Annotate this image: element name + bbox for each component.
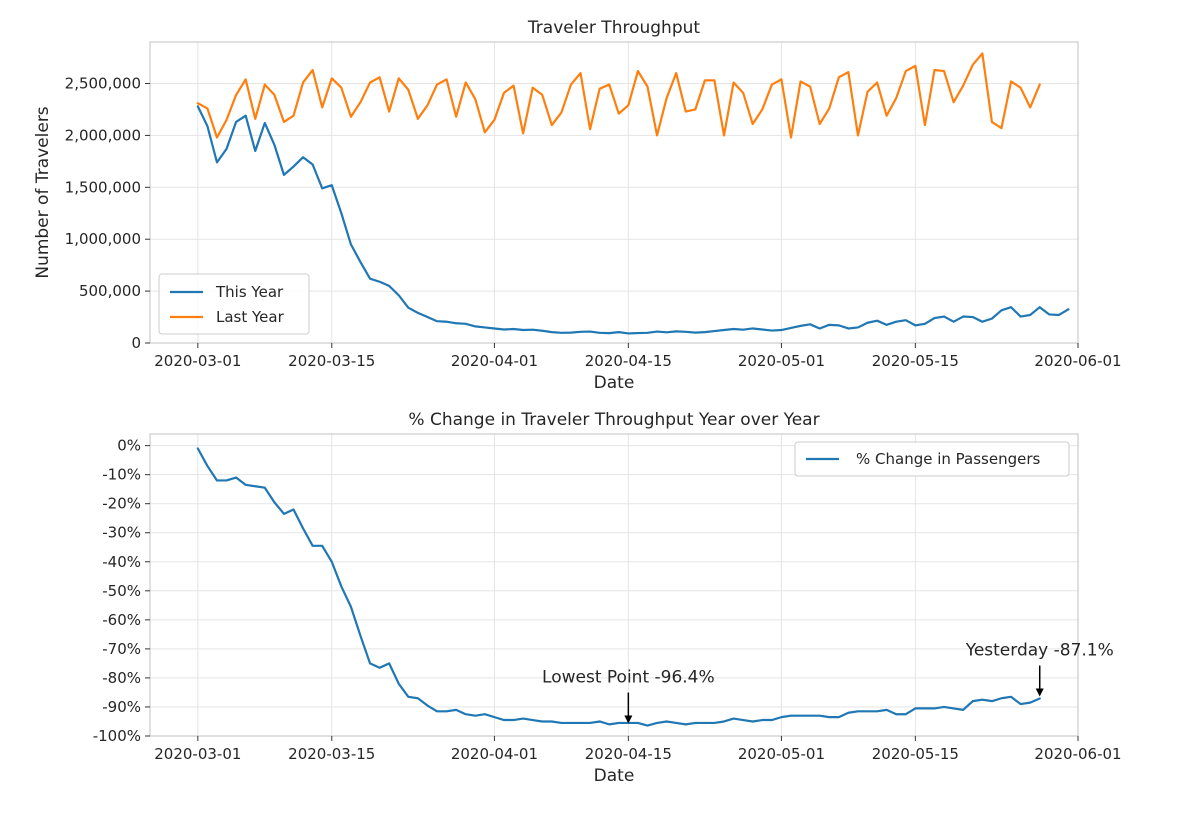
x-tick-label: 2020-04-15: [585, 745, 672, 763]
top-plot-frame: [149, 41, 1079, 344]
series-line-this-year: [196, 105, 1070, 335]
x-tick-label: 2020-05-15: [872, 745, 959, 763]
y-tick-label: 500,000: [79, 282, 141, 300]
y-tick-label: 2,000,000: [65, 126, 141, 144]
bottom-plot-frame: [149, 433, 1079, 737]
x-tick-label: 2020-05-01: [738, 745, 825, 763]
bottom-annotations: Lowest Point -96.4% Yesterday -87.1%: [542, 641, 1114, 724]
y-tick-label: 1,000,000: [65, 230, 141, 248]
y-tick-label: 0: [131, 334, 141, 352]
series-line-change-in-passengers: [196, 447, 1041, 727]
top-x-axis-label: Date: [594, 373, 635, 393]
y-tick-label: 0%: [117, 437, 141, 455]
annotation-label: Yesterday -87.1%: [965, 641, 1114, 661]
x-tick-label: 2020-04-01: [451, 745, 538, 763]
top-legend-box: [158, 273, 310, 335]
x-tick-label: 2020-04-15: [585, 352, 672, 370]
percent-change-chart: 0% -10% -20% -30% -40% -50% -60% -70% -80% -90% -1…: [93, 410, 1122, 786]
y-tick-label: -30%: [102, 524, 141, 542]
top-y-ticks: 0 500,000 1,000,000 1,500,000 2,000,000 2,500…: [65, 75, 150, 352]
x-tick-label: 2020-06-01: [1034, 745, 1121, 763]
y-tick-label: -20%: [102, 495, 141, 513]
y-tick-label: -10%: [102, 466, 141, 484]
bottom-x-ticks: 2020-03-01 2020-03-15 2020-04-01 2020-04-15…: [154, 736, 1122, 763]
top-legend: This Year Last Year: [158, 273, 310, 335]
bottom-series-group: [196, 447, 1041, 727]
x-tick-label: 2020-06-01: [1034, 352, 1121, 370]
x-tick-label: 2020-03-01: [154, 352, 241, 370]
y-tick-label: 1,500,000: [65, 178, 141, 196]
x-tick-label: 2020-03-15: [288, 745, 375, 763]
y-tick-label: -90%: [102, 698, 141, 716]
bottom-y-ticks: 0% -10% -20% -30% -40% -50% -60% -70% -80% -90% -1…: [93, 437, 150, 745]
traveler-throughput-chart: 0 500,000 1,000,000 1,500,000 2,000,000 2,500…: [33, 18, 1122, 393]
x-tick-label: 2020-04-01: [451, 352, 538, 370]
x-tick-label: 2020-03-15: [288, 352, 375, 370]
bottom-chart-title: % Change in Traveler Throughput Year ove…: [408, 410, 819, 430]
x-tick-label: 2020-05-15: [872, 352, 959, 370]
top-series-group: [196, 52, 1070, 335]
y-tick-label: -60%: [102, 611, 141, 629]
series-line-last-year: [196, 52, 1041, 139]
legend-label-last-year: Last Year: [216, 308, 285, 326]
top-chart-title: Traveler Throughput: [527, 18, 700, 38]
top-x-ticks: 2020-03-01 2020-03-15 2020-04-01 2020-04-15…: [154, 343, 1122, 370]
annotation-arrow-head: [624, 715, 633, 724]
bottom-legend: % Change in Passengers: [794, 441, 1070, 477]
legend-label-this-year: This Year: [215, 283, 284, 301]
x-tick-label: 2020-03-01: [154, 745, 241, 763]
bottom-legend-box: [794, 441, 1070, 477]
y-tick-label: -80%: [102, 669, 141, 687]
annotation-label: Lowest Point -96.4%: [542, 668, 715, 688]
bottom-x-axis-label: Date: [594, 766, 635, 786]
y-tick-label: -70%: [102, 640, 141, 658]
x-tick-label: 2020-05-01: [738, 352, 825, 370]
y-tick-label: 2,500,000: [65, 75, 141, 93]
y-tick-label: -100%: [93, 727, 141, 745]
legend-label-percent-change: % Change in Passengers: [856, 450, 1041, 468]
y-tick-label: -50%: [102, 582, 141, 600]
y-tick-label: -40%: [102, 553, 141, 571]
top-y-axis-label: Number of Travelers: [33, 106, 53, 278]
annotation-arrow-head: [1035, 688, 1044, 697]
